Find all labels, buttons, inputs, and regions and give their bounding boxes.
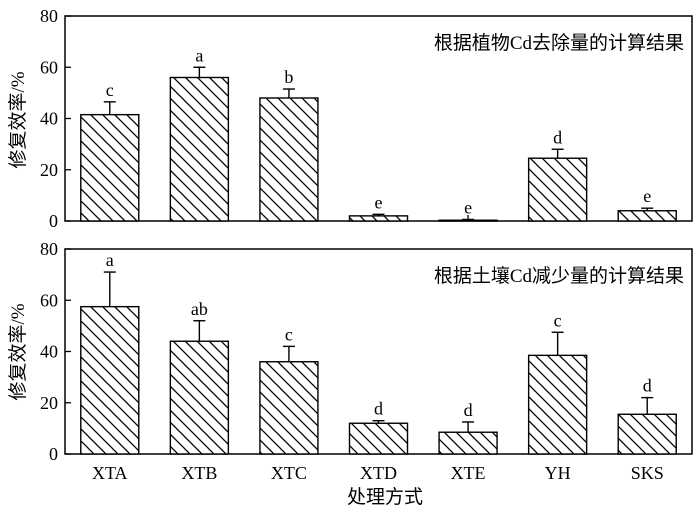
y-tick-label: 20 [40,160,58,180]
x-tick-label: XTD [360,463,397,483]
bar-xta [80,113,140,222]
significance-label: c [554,310,562,330]
y-axis-title-top: 修复效率/% [7,71,29,168]
significance-label: ab [191,299,208,319]
y-tick-label: 20 [40,393,58,413]
bar-xtb [169,76,230,222]
bar-sks [617,210,677,222]
bar-xtb [169,340,230,455]
significance-label: c [285,324,293,344]
y-tick-label: 0 [49,444,58,464]
x-axis-title: 处理方式 [347,486,423,508]
significance-label: a [106,250,114,270]
significance-label: d [374,399,383,419]
panel-top-chart: 0 20 40 60 80 c a b e e d e 根据植物Cd去除量的计算结果 [40,6,693,231]
x-tick-label: XTA [92,463,128,483]
bar-xtd [348,215,409,222]
significance-label: d [464,400,473,420]
x-tick-label: XTE [451,463,486,483]
bar-xtc [259,97,319,222]
y-tick-label: 60 [40,57,58,77]
significance-label: d [553,127,562,147]
bar-sks [617,413,677,455]
significance-label: e [464,197,472,217]
bar-xte [438,219,498,222]
significance-label: d [643,376,652,396]
bar-yh [527,354,588,455]
bar-xte [438,431,498,455]
bar-xtd [348,422,409,455]
significance-label: e [643,186,651,206]
y-tick-label: 80 [40,6,58,26]
bar-yh [527,157,588,222]
significance-label: c [106,80,114,100]
x-tick-label: SKS [631,463,664,483]
y-tick-label: 80 [40,239,58,259]
panel-title: 根据土壤Cd减少量的计算结果 [434,265,684,287]
y-tick-label: 0 [49,211,58,231]
y-tick-label: 40 [40,342,58,362]
bar-xtc [259,361,319,455]
significance-label: b [284,67,293,87]
y-tick-label: 40 [40,109,58,129]
significance-label: e [375,192,383,212]
x-tick-label: XTC [271,463,307,483]
significance-label: a [195,45,203,65]
bar-xta [80,305,140,455]
panel-bottom-chart: 0 20 40 60 80 a XTA ab XTB c XTC d XTD d XTE c YH d SKS 根据土… [40,239,693,483]
x-tick-label: YH [545,463,571,483]
x-tick-label: XTB [181,463,217,483]
panel-title: 根据植物Cd去除量的计算结果 [434,32,684,54]
y-axis-title-bottom: 修复效率/% [7,303,29,400]
y-tick-label: 60 [40,290,58,310]
